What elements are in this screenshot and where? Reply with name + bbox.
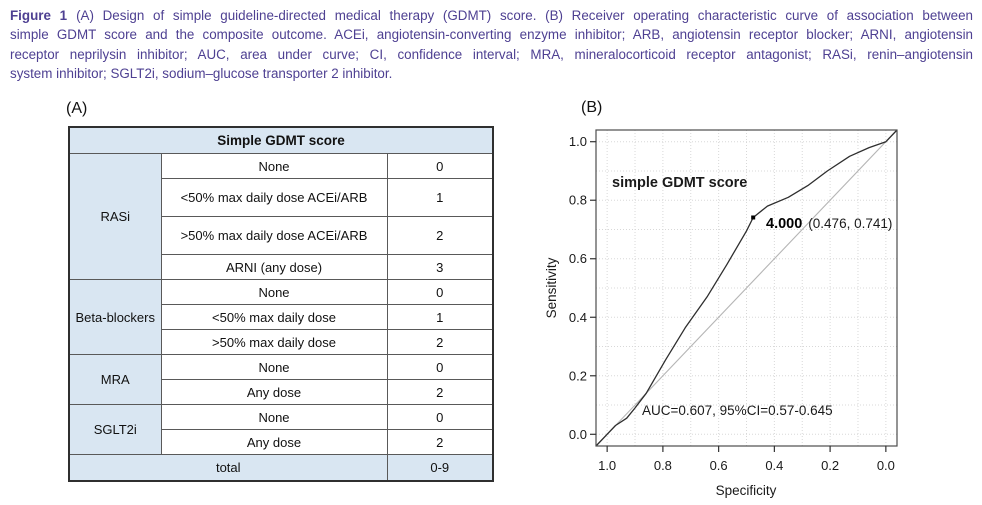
table-row: SGLT2i None 0 bbox=[68, 404, 494, 455]
table-title-row: Simple GDMT score bbox=[68, 126, 494, 154]
cutoff-label: 4.000 (0.476, 0.741) bbox=[766, 216, 892, 232]
group-cell: MRA bbox=[68, 354, 162, 405]
figure-caption: Figure 1 (A) Design of simple guideline-d… bbox=[10, 6, 973, 84]
table-body: RASi None 0 <50% max daily dose ACEi/ARB 1 >5… bbox=[68, 153, 494, 482]
caption-line-4: system inhibitor; SGLT2i, sodium–glucose… bbox=[10, 66, 393, 82]
total-label-cell: total bbox=[68, 454, 388, 482]
y-tick-label: 0.8 bbox=[569, 193, 587, 208]
table-row: Beta-blockers None 0 bbox=[68, 279, 494, 355]
roc-panel: 1.0 0.8 0.6 0.4 0.2 0.0 1.0 0.8 0.6 0.4 0.2 0.0 sim… bbox=[544, 95, 982, 505]
panel-b-label: (B) bbox=[581, 99, 603, 116]
criterion-cell: Any dose bbox=[160, 429, 388, 455]
x-tick-label: 0.0 bbox=[877, 458, 895, 473]
y-tick-label: 0.4 bbox=[569, 310, 587, 325]
table-title: Simple GDMT score bbox=[68, 126, 494, 154]
group-cell: RASi bbox=[68, 153, 162, 280]
criterion-cell: Any dose bbox=[160, 379, 388, 405]
score-cell: 0 bbox=[386, 404, 494, 430]
caption-line-1: Figure 1 (A) Design of simple guideline-d… bbox=[10, 6, 973, 25]
criterion-cell: >50% max daily dose bbox=[160, 329, 388, 355]
score-cell: 2 bbox=[386, 379, 494, 405]
cutoff-coords: (0.476, 0.741) bbox=[808, 216, 892, 231]
y-axis-title: Sensitivity bbox=[545, 257, 559, 318]
chart-inner-title: simple GDMT score bbox=[612, 175, 747, 191]
caption-line-1-text: (A) Design of simple guideline-directed … bbox=[76, 8, 973, 23]
table-row: Any dose 2 bbox=[69, 429, 494, 455]
roc-chart: 1.0 0.8 0.6 0.4 0.2 0.0 1.0 0.8 0.6 0.4 0.2 0.0 sim… bbox=[544, 129, 898, 498]
table-row: >50% max daily dose 2 bbox=[69, 329, 494, 355]
criterion-cell: None bbox=[160, 404, 388, 430]
x-axis-title: Specificity bbox=[716, 483, 777, 498]
total-value-cell: 0-9 bbox=[386, 454, 494, 482]
cutoff-value: 4.000 bbox=[766, 216, 802, 232]
score-cell: 2 bbox=[386, 329, 494, 355]
score-cell: 2 bbox=[386, 216, 494, 255]
roc-ticks bbox=[590, 141, 887, 452]
criterion-cell: >50% max daily dose ACEi/ARB bbox=[160, 216, 388, 255]
y-tick-label: 0.0 bbox=[569, 427, 587, 442]
caption-line-2: simple GDMT score and the composite outc… bbox=[10, 27, 973, 43]
panel-a-label: (A) bbox=[66, 100, 88, 117]
table-row: >50% max daily dose ACEi/ARB 2 bbox=[69, 216, 494, 255]
score-cell: 1 bbox=[386, 304, 494, 330]
cutoff-marker bbox=[751, 215, 756, 220]
criterion-cell: None bbox=[160, 354, 388, 380]
roc-curve bbox=[595, 129, 898, 447]
x-tick-label: 0.6 bbox=[710, 458, 728, 473]
table-row: ARNI (any dose) 3 bbox=[69, 254, 494, 280]
score-cell: 0 bbox=[386, 279, 494, 305]
roc-tick-labels: 1.0 0.8 0.6 0.4 0.2 0.0 1.0 0.8 0.6 0.4 0.2 0.0 bbox=[569, 134, 895, 473]
score-cell: 3 bbox=[386, 254, 494, 280]
auc-annotation: AUC=0.607, 95%CI=0.57-0.645 bbox=[642, 403, 833, 418]
table-row: RASi None 0 bbox=[68, 153, 494, 280]
group-cell: SGLT2i bbox=[68, 404, 162, 455]
group-cell: Beta-blockers bbox=[68, 279, 162, 355]
criterion-cell: ARNI (any dose) bbox=[160, 254, 388, 280]
table-row: <50% max daily dose ACEi/ARB 1 bbox=[69, 178, 494, 217]
criterion-cell: None bbox=[160, 153, 388, 179]
x-tick-label: 1.0 bbox=[598, 458, 616, 473]
criterion-cell: <50% max daily dose bbox=[160, 304, 388, 330]
x-tick-label: 0.2 bbox=[821, 458, 839, 473]
table-footer-row: total 0-9 bbox=[68, 454, 494, 482]
figure-number-label: Figure 1 bbox=[10, 8, 68, 23]
caption-line-3: receptor neprilysin inhibitor; AUC, area… bbox=[10, 46, 973, 62]
score-cell: 2 bbox=[386, 429, 494, 455]
criterion-cell: None bbox=[160, 279, 388, 305]
x-tick-label: 0.4 bbox=[765, 458, 783, 473]
y-tick-label: 0.2 bbox=[569, 368, 587, 383]
roc-box bbox=[595, 129, 898, 447]
x-tick-label: 0.8 bbox=[654, 458, 672, 473]
score-cell: 1 bbox=[386, 178, 494, 217]
criterion-cell: <50% max daily dose ACEi/ARB bbox=[160, 178, 388, 217]
y-tick-label: 0.6 bbox=[569, 251, 587, 266]
score-cell: 0 bbox=[386, 153, 494, 179]
gdmt-score-table: Simple GDMT score RASi None 0 <50% max dail… bbox=[68, 126, 494, 482]
score-cell: 0 bbox=[386, 354, 494, 380]
y-tick-label: 1.0 bbox=[569, 134, 587, 149]
table-row: MRA None 0 bbox=[68, 354, 494, 405]
